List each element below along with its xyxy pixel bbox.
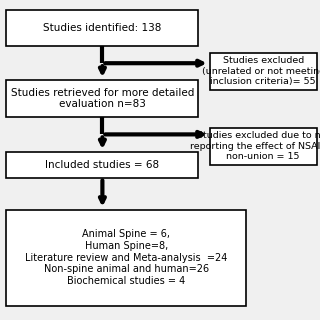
Bar — [6, 152, 198, 178]
Bar — [6, 10, 198, 46]
Bar — [210, 128, 317, 165]
Text: Studies excluded due to not
reporting the effect of NSAID o
non-union = 15: Studies excluded due to not reporting th… — [190, 132, 320, 161]
Bar — [6, 80, 198, 117]
Text: Studies retrieved for more detailed
evaluation n=83: Studies retrieved for more detailed eval… — [11, 88, 194, 109]
Bar — [6, 210, 246, 306]
Bar — [210, 53, 317, 90]
Text: Included studies = 68: Included studies = 68 — [45, 160, 159, 170]
Text: Studies excluded
(unrelated or not meeting
inclusion criteria)= 55: Studies excluded (unrelated or not meeti… — [202, 56, 320, 86]
Text: Studies identified: 138: Studies identified: 138 — [43, 23, 162, 33]
Text: Animal Spine = 6,
Human Spine=8,
Literature review and Meta-analysis  =24
Non-sp: Animal Spine = 6, Human Spine=8, Literat… — [25, 229, 228, 286]
